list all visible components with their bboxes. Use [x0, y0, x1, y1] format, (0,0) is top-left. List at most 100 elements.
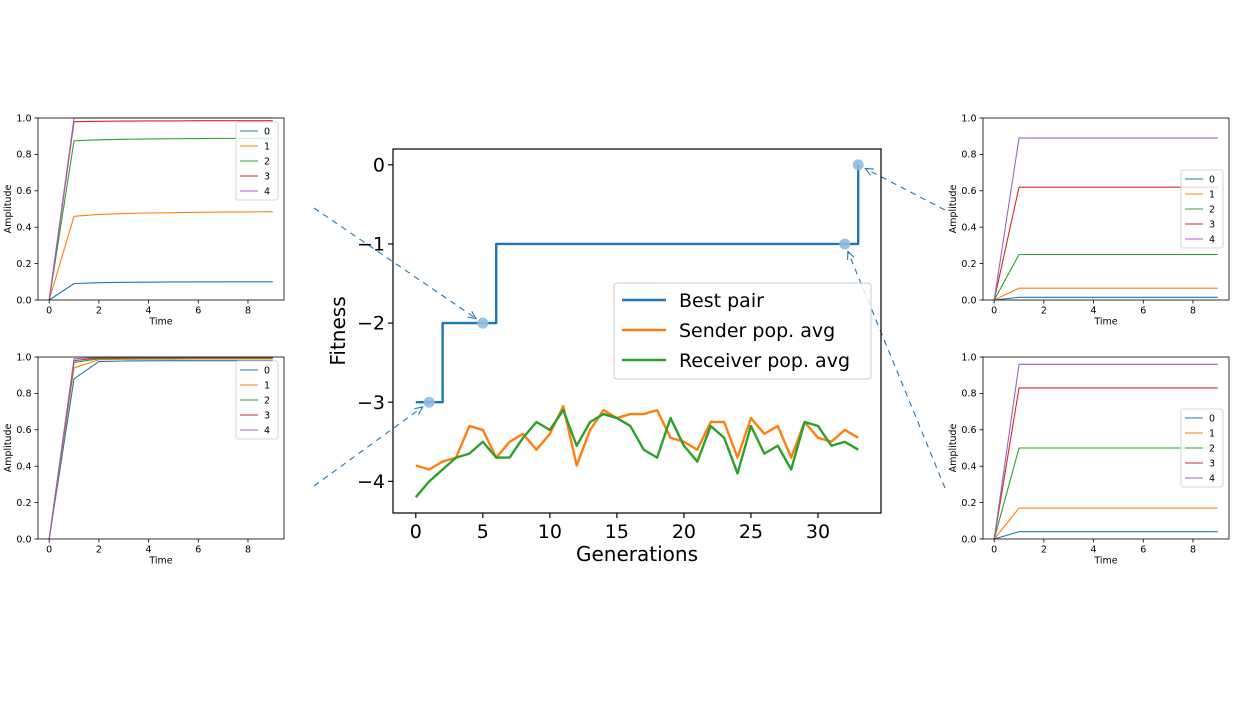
legend-label-3: 3 [1209, 459, 1215, 470]
y-axis-label: Amplitude [948, 424, 959, 473]
y-tick-label: −3 [357, 392, 385, 414]
legend-label-2: Receiver pop. avg [679, 350, 850, 372]
y-tick-label: 0.4 [16, 223, 31, 234]
y-tick-label: 0.6 [16, 186, 31, 197]
x-tick-label: 2 [96, 305, 102, 316]
series-line-0 [48, 281, 273, 301]
plot-frame [37, 117, 285, 301]
y-tick-label: 0.8 [961, 389, 976, 400]
y-tick-label: 1.0 [16, 113, 31, 124]
y-tick-label: 1.0 [961, 113, 976, 124]
x-tick-label: 0 [991, 544, 997, 555]
y-tick-label: −4 [357, 471, 385, 493]
legend: Best pair Sender pop. avg Receiver pop. av… [613, 282, 872, 380]
chart-bottom-left: 0 2 4 6 8 0.0 0.2 0.4 0.6 0.8 1.0 Time Amplitude 0 1 2 3… [3, 352, 285, 566]
legend: 0 1 2 3 4 [235, 121, 279, 201]
plot-frame [392, 148, 882, 514]
legend-label-2: 2 [264, 157, 270, 168]
x-axis-label: Time [1093, 316, 1117, 327]
x-tick-label: 25 [739, 521, 763, 543]
y-tick-label: 0.0 [16, 534, 31, 545]
x-tick-label: 8 [1190, 544, 1196, 555]
chart-bottom-right: 0 2 4 6 8 0.0 0.2 0.4 0.6 0.8 1.0 Time Amplitude 0 1 2 3… [948, 352, 1230, 566]
y-tick-label: 1.0 [16, 352, 31, 363]
legend-label-1: 1 [1209, 190, 1215, 201]
series-lines [993, 137, 1218, 301]
y-tick-label: 0.8 [16, 389, 31, 400]
legend-label-4: 4 [1209, 235, 1215, 246]
chart-top-right: 0 2 4 6 8 0.0 0.2 0.4 0.6 0.8 1.0 Time Amplitude 0 1 2 3… [948, 113, 1230, 327]
x-tick-label: 2 [1041, 544, 1047, 555]
y-tick-label: 0.4 [961, 462, 976, 473]
series-line-0 [994, 296, 1218, 301]
highlight-point-1 [477, 317, 489, 329]
plot-frame [982, 356, 1230, 540]
arrow-bottom-left [313, 407, 423, 487]
x-tick-label: 0 [46, 544, 52, 555]
highlight-point-2 [839, 238, 851, 250]
y-tick-label: 0 [373, 154, 385, 176]
legend-label-2: 2 [1209, 444, 1215, 455]
y-tick-label: 0.6 [961, 186, 976, 197]
legend-label-3: 3 [264, 411, 270, 422]
y-tick-label: 0.2 [961, 498, 976, 509]
x-tick-label: 6 [1140, 305, 1146, 316]
x-tick-label: 4 [146, 305, 152, 316]
x-tick-label: 5 [477, 521, 489, 543]
highlight-point-3 [852, 159, 864, 171]
x-tick-label: 0 [410, 521, 422, 543]
chart-main: 0 5 10 15 20 25 30 0 −1 −2 −3 −4 Generations Fitness B… [326, 148, 882, 566]
x-tick-label: 8 [1190, 305, 1196, 316]
series-line-1 [415, 404, 859, 471]
y-tick-label: 0.8 [16, 150, 31, 161]
x-tick-label: 30 [806, 521, 830, 543]
x-tick-label: 4 [1091, 544, 1097, 555]
y-axis-label: Amplitude [3, 185, 14, 234]
x-tick-label: 8 [245, 544, 251, 555]
series-line-3 [48, 120, 273, 301]
y-tick-label: 0.8 [961, 150, 976, 161]
legend-label-0: 0 [1209, 175, 1215, 186]
x-axis-label: Time [148, 555, 172, 566]
y-tick-label: 0.0 [961, 534, 976, 545]
legend: 0 1 2 3 4 [235, 360, 279, 440]
series-line-1 [48, 211, 273, 301]
y-axis-label: Amplitude [3, 424, 14, 473]
legend-label-3: 3 [264, 172, 270, 183]
y-tick-label: 0.6 [16, 425, 31, 436]
x-tick-label: 4 [1091, 305, 1097, 316]
x-tick-label: 15 [605, 521, 629, 543]
legend-label-1: 1 [264, 142, 270, 153]
series-lines [993, 363, 1218, 540]
legend-label-0: Best pair [679, 290, 764, 312]
x-tick-label: 0 [991, 305, 997, 316]
x-tick-label: 6 [195, 544, 201, 555]
legend-label-2: 2 [264, 396, 270, 407]
legend-label-1: 1 [264, 381, 270, 392]
legend: 0 1 2 3 4 [1180, 408, 1224, 488]
x-tick-label: 10 [538, 521, 562, 543]
x-tick-label: 20 [672, 521, 696, 543]
y-tick-label: −2 [357, 313, 385, 335]
y-tick-label: 0.2 [961, 259, 976, 270]
legend-label-0: 0 [264, 366, 270, 377]
series-line-0 [48, 360, 273, 540]
series-line-2 [993, 447, 1218, 540]
y-tick-label: 0.0 [961, 295, 976, 306]
series-line-2 [48, 137, 273, 301]
chart-top-left: 0 2 4 6 8 0.0 0.2 0.4 0.6 0.8 1.0 Time Amplitude 0 1 2 3… [3, 113, 285, 327]
y-tick-label: 0.6 [961, 425, 976, 436]
arrow-top-right [865, 169, 946, 211]
series-line-0 [994, 531, 1218, 540]
series-line-4 [993, 137, 1218, 301]
legend-box [613, 282, 872, 380]
x-axis-label: Time [1093, 555, 1117, 566]
legend-label-4: 4 [264, 426, 270, 437]
series-line-3 [993, 186, 1218, 301]
y-axis-label: Amplitude [948, 185, 959, 234]
x-tick-label: 2 [1041, 305, 1047, 316]
series-line-3 [993, 387, 1218, 540]
x-tick-label: 6 [1140, 544, 1146, 555]
